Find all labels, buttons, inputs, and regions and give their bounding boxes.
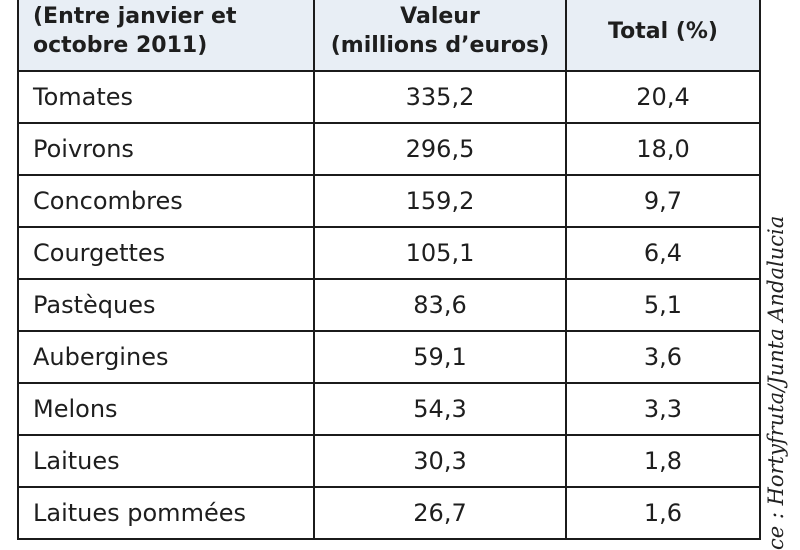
source-credit-text: ce : Hortyfruta/Junta Andalucia	[764, 215, 788, 550]
product-name: Concombres	[17, 174, 315, 228]
header-total-label: Total (%)	[608, 18, 718, 44]
header-period-line-1: (Entre janvier et	[33, 4, 237, 29]
product-total: 1,6	[565, 486, 761, 540]
product-value: 30,3	[313, 434, 567, 488]
header-period-line-2: octobre 2011)	[33, 33, 208, 58]
table-row: Melons 54,3 3,3	[17, 382, 761, 436]
header-value-line-2: (millions d’euros)	[330, 33, 550, 58]
table-row: Laitues 30,3 1,8	[17, 434, 761, 488]
table-header-row: (Entre janvier et octobre 2011) Valeur (…	[17, 0, 761, 72]
product-value: 59,1	[313, 330, 567, 384]
source-credit: ce : Hortyfruta/Junta Andalucia	[764, 172, 798, 550]
table-row: Pastèques 83,6 5,1	[17, 278, 761, 332]
product-total: 5,1	[565, 278, 761, 332]
product-name: Aubergines	[17, 330, 315, 384]
product-total: 3,3	[565, 382, 761, 436]
product-total: 3,6	[565, 330, 761, 384]
export-table-container: (Entre janvier et octobre 2011) Valeur (…	[17, 0, 761, 540]
table-row: Laitues pommées 26,7 1,6	[17, 486, 761, 540]
product-value: 26,7	[313, 486, 567, 540]
header-period: (Entre janvier et octobre 2011)	[17, 0, 315, 72]
table-row: Courgettes 105,1 6,4	[17, 226, 761, 280]
header-total: Total (%)	[565, 0, 761, 72]
product-name: Poivrons	[17, 122, 315, 176]
header-value-line-1: Valeur	[400, 4, 480, 29]
product-total: 6,4	[565, 226, 761, 280]
product-total: 18,0	[565, 122, 761, 176]
product-total: 1,8	[565, 434, 761, 488]
table-row: Aubergines 59,1 3,6	[17, 330, 761, 384]
table-row: Tomates 335,2 20,4	[17, 70, 761, 124]
table-row: Concombres 159,2 9,7	[17, 174, 761, 228]
product-name: Courgettes	[17, 226, 315, 280]
product-value: 335,2	[313, 70, 567, 124]
product-value: 159,2	[313, 174, 567, 228]
product-value: 54,3	[313, 382, 567, 436]
product-name: Melons	[17, 382, 315, 436]
product-value: 296,5	[313, 122, 567, 176]
table-row: Poivrons 296,5 18,0	[17, 122, 761, 176]
product-value: 105,1	[313, 226, 567, 280]
product-total: 20,4	[565, 70, 761, 124]
product-value: 83,6	[313, 278, 567, 332]
product-name: Laitues pommées	[17, 486, 315, 540]
product-total: 9,7	[565, 174, 761, 228]
product-name: Tomates	[17, 70, 315, 124]
export-table: (Entre janvier et octobre 2011) Valeur (…	[17, 0, 761, 540]
header-value: Valeur (millions d’euros)	[313, 0, 567, 72]
product-name: Pastèques	[17, 278, 315, 332]
product-name: Laitues	[17, 434, 315, 488]
